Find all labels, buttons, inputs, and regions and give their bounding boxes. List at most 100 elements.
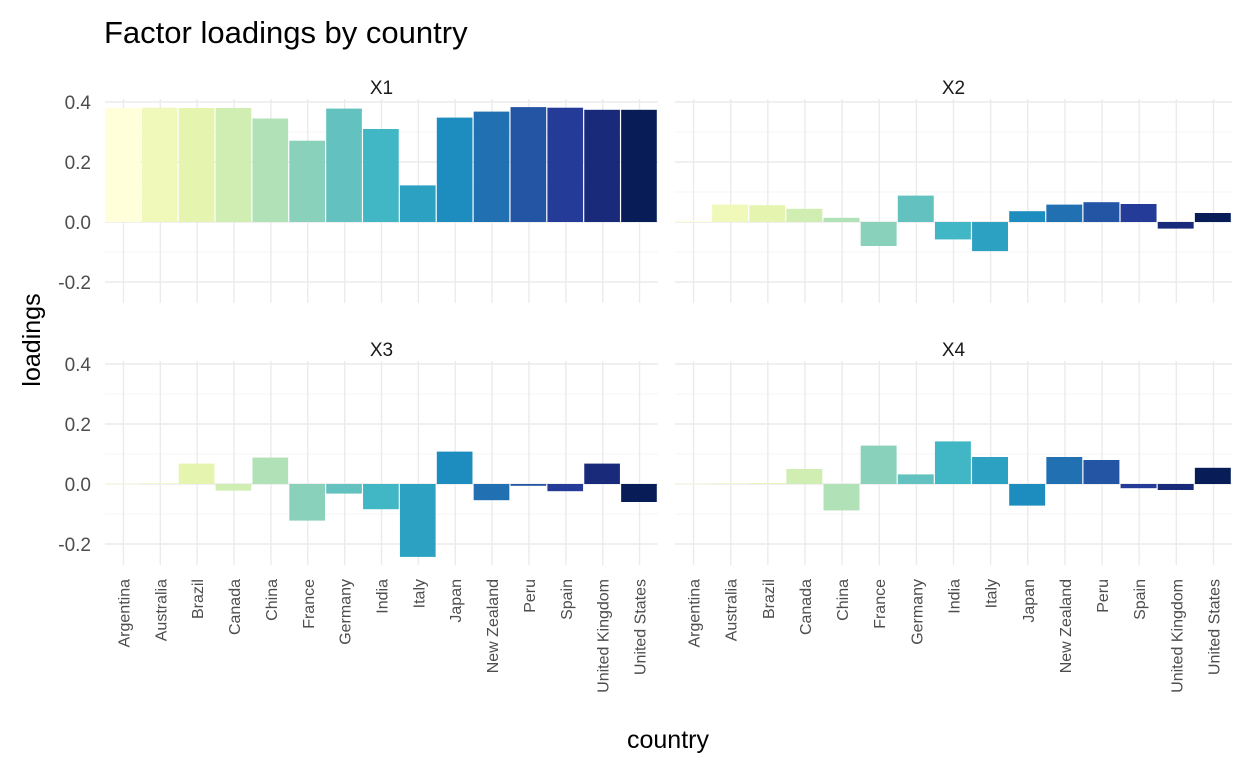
bar-italy bbox=[399, 185, 436, 222]
x-tick-label: Japan bbox=[448, 579, 465, 623]
y-tick-label: -0.2 bbox=[58, 273, 91, 294]
bar-france bbox=[289, 484, 325, 521]
bar-united-kingdom bbox=[584, 463, 620, 484]
x-tick-label: Peru bbox=[522, 579, 539, 613]
bar-brazil bbox=[749, 483, 786, 484]
x-tick-label: France bbox=[301, 579, 318, 629]
bar-china bbox=[252, 118, 289, 222]
bar-australia bbox=[141, 107, 178, 222]
bar-germany bbox=[326, 484, 362, 494]
bar-peru bbox=[1083, 460, 1120, 484]
bar-united-kingdom bbox=[1157, 484, 1194, 490]
bar-spain bbox=[1120, 204, 1157, 222]
y-tick-label: 0.0 bbox=[65, 475, 91, 496]
bar-india bbox=[363, 129, 399, 222]
bar-argentina bbox=[675, 483, 711, 485]
x-tick-label: Italy bbox=[411, 579, 428, 608]
bar-united-states bbox=[1194, 467, 1231, 484]
x-tick-label: India bbox=[375, 579, 392, 614]
bar-brazil bbox=[749, 205, 786, 222]
bar-france bbox=[860, 445, 897, 484]
panels-container: X1 -0.2 0.0 0.2 0.4 X2 X3 -0.2 0.0 0.2 0.4 Argentin… bbox=[58, 78, 1232, 693]
bar-germany bbox=[326, 108, 362, 222]
x-tick-label: India bbox=[947, 579, 964, 614]
bar-united-states bbox=[621, 109, 657, 222]
bar-canada bbox=[786, 208, 823, 222]
x-tick-label: Spain bbox=[1132, 579, 1149, 620]
panel-x2: X2 bbox=[675, 78, 1232, 303]
x-tick-label: Italy bbox=[984, 579, 1001, 608]
bar-china bbox=[823, 484, 860, 511]
bar-italy bbox=[972, 222, 1008, 252]
panel-strip-label: X4 bbox=[942, 340, 966, 361]
x-tick-label: Canada bbox=[798, 579, 815, 635]
y-tick-label: 0.2 bbox=[65, 415, 91, 436]
bar-brazil bbox=[178, 108, 215, 222]
bar-new-zealand bbox=[473, 111, 510, 222]
bar-spain bbox=[547, 484, 584, 492]
y-tick-label: 0.4 bbox=[65, 355, 92, 376]
x-tick-label: Canada bbox=[227, 579, 244, 635]
bar-peru bbox=[1083, 202, 1120, 222]
x-axis-title: country bbox=[627, 726, 709, 754]
panel-strip-label: X3 bbox=[370, 340, 393, 361]
bar-japan bbox=[436, 117, 473, 222]
x-tick-label: Brazil bbox=[190, 579, 207, 619]
bar-france bbox=[289, 140, 325, 222]
bar-france bbox=[860, 222, 897, 246]
bar-argentina bbox=[675, 220, 711, 222]
bar-united-kingdom bbox=[1157, 222, 1194, 229]
x-tick-label: China bbox=[264, 579, 281, 621]
bar-peru bbox=[510, 107, 547, 222]
bar-new-zealand bbox=[1046, 457, 1083, 484]
y-tick-label: 0.0 bbox=[65, 213, 91, 234]
bar-united-states bbox=[1194, 213, 1231, 222]
bar-australia bbox=[712, 204, 749, 222]
x-tick-label: China bbox=[835, 579, 852, 621]
x-tick-label: United Kingdom bbox=[1169, 579, 1186, 693]
bar-new-zealand bbox=[473, 484, 510, 501]
bar-india bbox=[934, 222, 971, 240]
bar-germany bbox=[897, 195, 934, 222]
bar-china bbox=[823, 217, 860, 222]
y-axis-title: loadings bbox=[18, 293, 46, 386]
x-tick-label: Spain bbox=[559, 579, 576, 620]
bar-united-kingdom bbox=[584, 109, 620, 222]
x-tick-label: New Zealand bbox=[485, 579, 502, 673]
bar-india bbox=[934, 441, 971, 484]
y-tick-label: -0.2 bbox=[58, 535, 91, 556]
x-tick-label: Germany bbox=[338, 579, 355, 645]
panel-strip-label: X2 bbox=[942, 78, 965, 99]
y-tick-label: 0.4 bbox=[65, 93, 92, 114]
bar-argentina bbox=[105, 108, 141, 222]
bar-japan bbox=[436, 451, 473, 484]
x-tick-label: Argentina bbox=[687, 579, 704, 648]
bar-australia bbox=[141, 483, 178, 484]
panel-x3: X3 -0.2 0.0 0.2 0.4 Argentina Australia Brazil C… bbox=[58, 340, 658, 693]
bar-china bbox=[252, 457, 289, 484]
bar-italy bbox=[399, 484, 436, 557]
bar-japan bbox=[1009, 211, 1046, 222]
y-tick-label: 0.2 bbox=[65, 153, 91, 174]
chart-title: Factor loadings by country bbox=[104, 15, 468, 50]
x-tick-label: Germany bbox=[909, 579, 926, 645]
bar-brazil bbox=[178, 463, 215, 484]
x-tick-label: United States bbox=[633, 579, 650, 675]
x-tick-label: Australia bbox=[724, 579, 741, 641]
panel-strip-label: X1 bbox=[370, 78, 393, 99]
bar-argentina bbox=[105, 483, 141, 485]
bar-india bbox=[363, 484, 399, 510]
x-tick-label: Argentina bbox=[116, 579, 133, 648]
x-tick-label: France bbox=[872, 579, 889, 629]
x-tick-label: New Zealand bbox=[1058, 579, 1075, 673]
bar-australia bbox=[712, 483, 749, 484]
bar-spain bbox=[547, 107, 584, 222]
bar-canada bbox=[786, 469, 823, 484]
bar-germany bbox=[897, 474, 934, 484]
panel-x4: X4 Argentina Australia Brazil Canada China Fra… bbox=[675, 340, 1232, 693]
bar-new-zealand bbox=[1046, 204, 1083, 222]
x-tick-label: United Kingdom bbox=[596, 579, 613, 693]
bar-italy bbox=[972, 457, 1008, 484]
bar-japan bbox=[1009, 484, 1046, 506]
